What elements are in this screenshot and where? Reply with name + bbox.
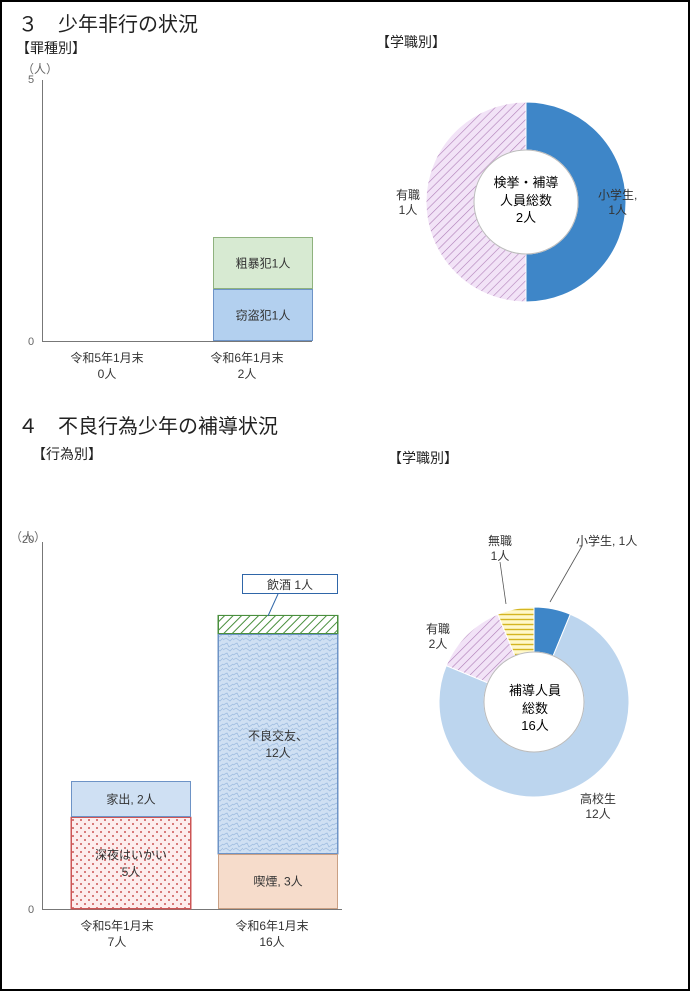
sec3-sl1-l2: 1人 (399, 203, 418, 217)
sec4-cat0-label: 令和5年1月末 7人 (57, 918, 177, 950)
sec3-cat1-l1: 令和6年1月末 (210, 351, 283, 365)
sec4-ytick-0: 0 (28, 904, 34, 916)
sec4-bar-seg-label: 家出, 2人 (72, 790, 190, 807)
sec4-callout-line (266, 594, 296, 622)
sec4-cat1-l1: 令和6年1月末 (235, 919, 308, 933)
sec4-cat0-l2: 7人 (108, 935, 127, 949)
sec4-cat1-label: 令和6年1月末 16人 (212, 918, 332, 950)
sec3-bar-seg-label: 粗暴犯1人 (214, 254, 312, 271)
sec4-bar-seg: 深夜はいかい 5人 (71, 817, 191, 909)
sec3-sl1-l1: 有職 (396, 188, 420, 202)
sec3-donut-c2: 人員総数 (500, 193, 552, 208)
sec4-bar-chart: 深夜はいかい 5人 家出, 2人喫煙, 3人 不良交友、 12人 (42, 542, 342, 910)
sec3-bar-seg-label: 窃盗犯1人 (214, 306, 312, 323)
sec3-donut-label-left: 有職 1人 (396, 188, 420, 218)
sec3-donut-c3: 2人 (516, 210, 536, 225)
sec4-callout-text: 飲酒 1人 (267, 578, 313, 592)
sec3-cat0-l2: 0人 (98, 367, 117, 381)
sec4-bar-seg-label: 不良交友、 12人 (219, 727, 337, 761)
sec3-cat1-l2: 2人 (238, 367, 257, 381)
section3-right-subtitle: 【学職別】 (376, 32, 446, 52)
sec4-bar-seg: 家出, 2人 (71, 781, 191, 818)
sec4-leader-lines (382, 532, 682, 852)
sec3-bar-seg: 粗暴犯1人 (213, 237, 313, 289)
sec3-sl0-l1: 小学生, (598, 188, 637, 202)
sec3-cat1-label: 令和6年1月末 2人 (187, 350, 307, 382)
sec4-cat1-l2: 16人 (259, 935, 284, 949)
sec3-bar-seg: 窃盗犯1人 (213, 289, 313, 341)
sec4-bar-seg-label: 深夜はいかい 5人 (72, 846, 190, 880)
sec3-sl0-l2: 1人 (608, 203, 627, 217)
sec3-donut-center: 検挙・補導 人員総数 2人 (476, 174, 576, 227)
sec4-bar-seg: 不良交友、 12人 (218, 634, 338, 854)
sec4-bar-seg: 喫煙, 3人 (218, 854, 338, 909)
section3-title: ３ 少年非行の状況 (2, 2, 688, 37)
sec3-ytick-0: 0 (28, 336, 34, 348)
section3-left-subtitle: 【罪種別】 (16, 38, 86, 58)
sec3-bar-chart: 窃盗犯1人 粗暴犯1人 (42, 80, 312, 342)
sec4-cat0-l1: 令和5年1月末 (80, 919, 153, 933)
sec4-callout-drinking: 飲酒 1人 (242, 574, 338, 594)
sec3-cat0-label: 令和5年1月末 0人 (47, 350, 167, 382)
page: ３ 少年非行の状況 【罪種別】 【学職別】 （人） 5 0 窃盗犯1人粗暴犯1人… (0, 0, 690, 991)
sec3-cat0-l1: 令和5年1月末 (70, 351, 143, 365)
section4-title: ４ 不良行為少年の補導状況 (2, 410, 278, 439)
section4-left-subtitle: 【行為別】 (32, 444, 102, 464)
section4-right-subtitle: 【学職別】 (388, 448, 458, 468)
sec3-ytick-5: 5 (28, 74, 34, 86)
sec4-ytick-20: 20 (22, 534, 34, 546)
sec4-bar-seg-label: 喫煙, 3人 (219, 873, 337, 890)
sec3-donut-label-right: 小学生, 1人 (598, 188, 637, 218)
sec3-donut-c1: 検挙・補導 (493, 175, 558, 190)
